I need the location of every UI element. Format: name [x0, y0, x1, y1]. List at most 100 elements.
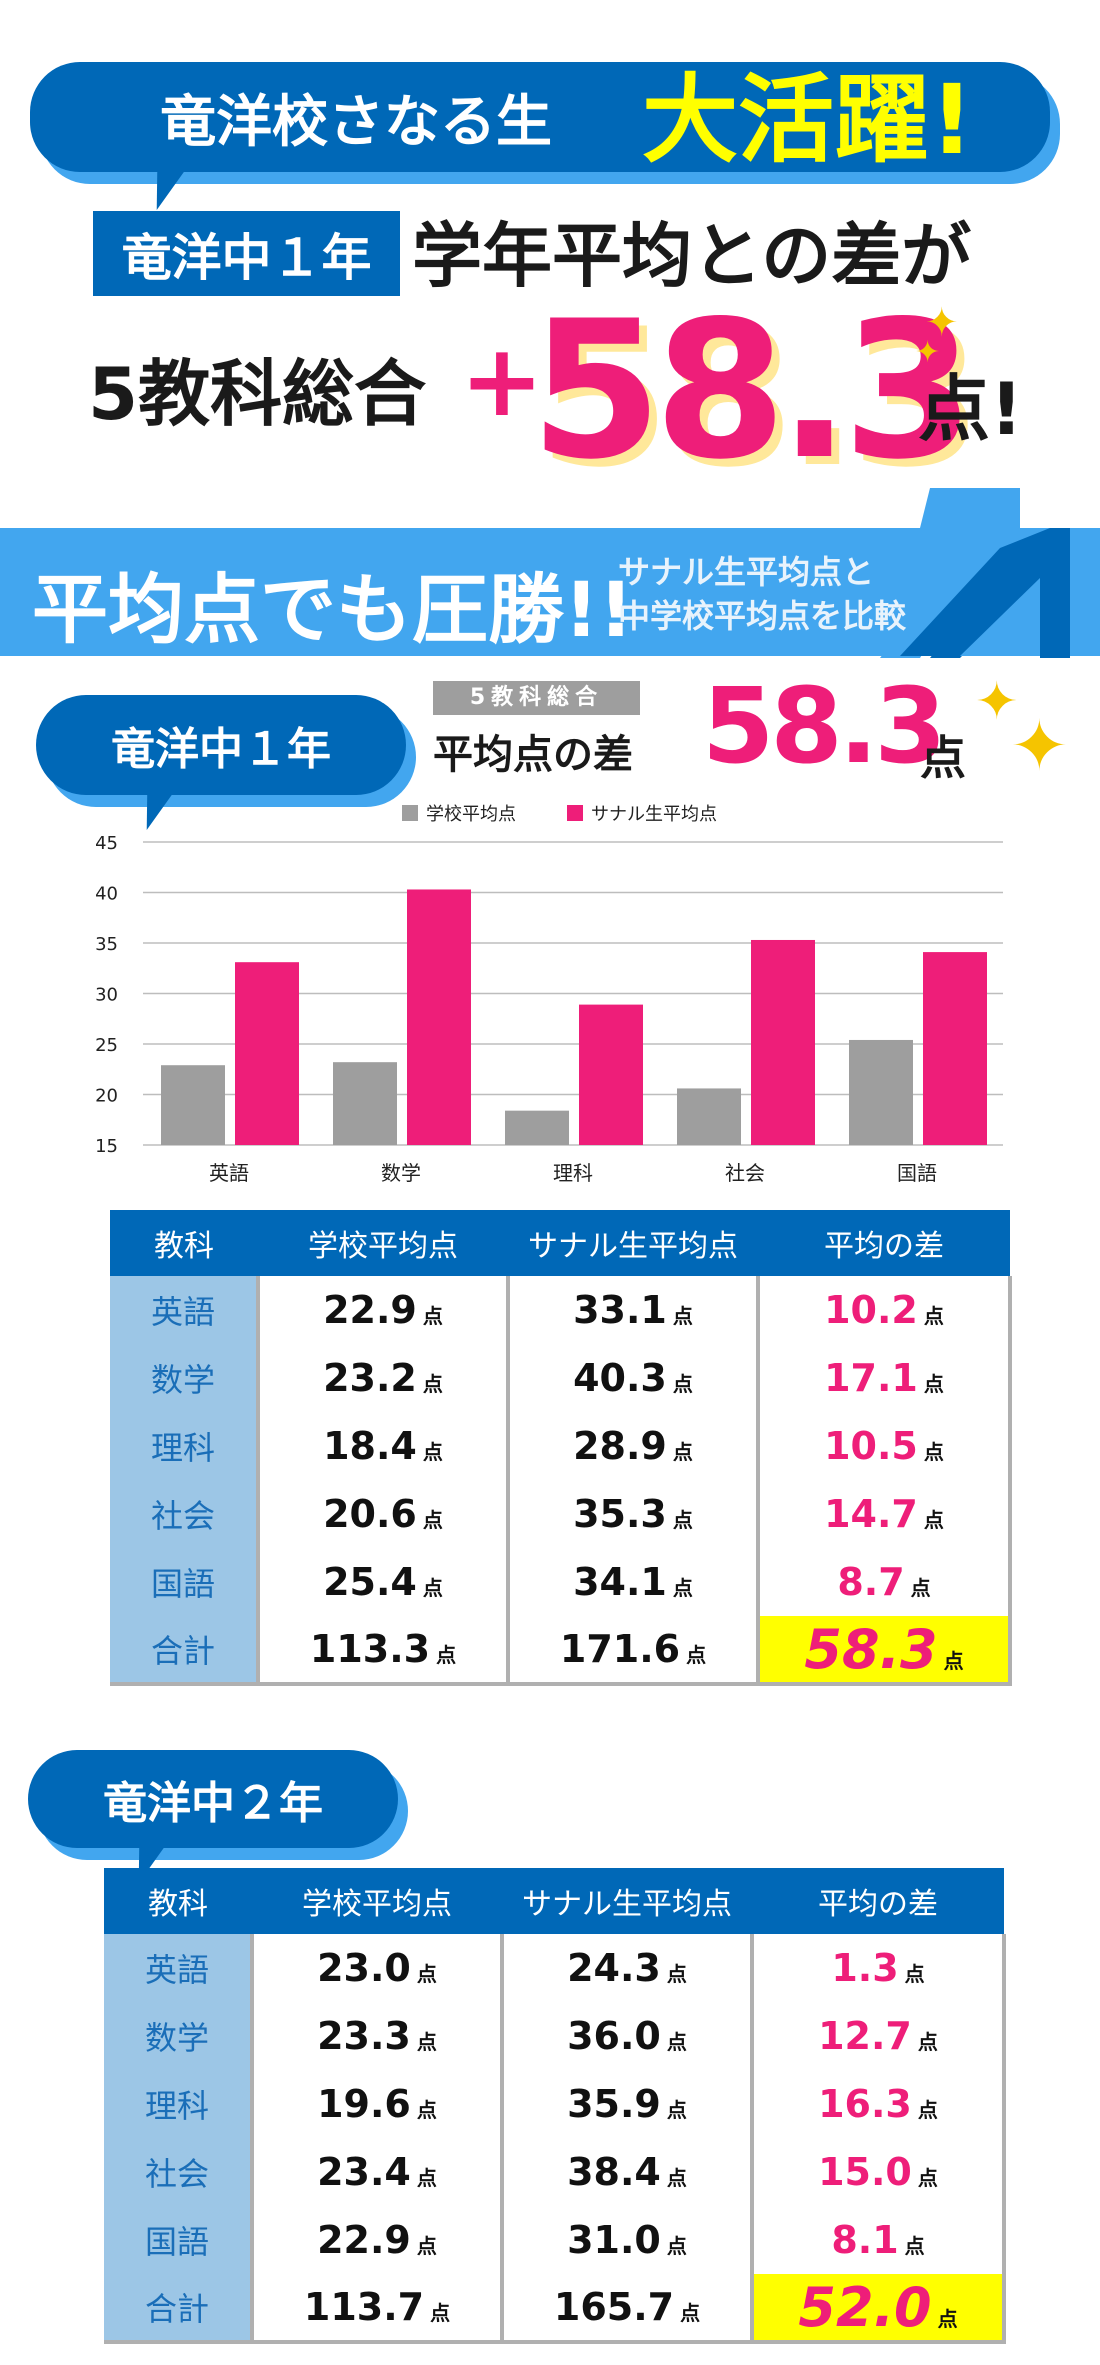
value: 33.1 — [573, 1288, 667, 1332]
value: 16.3 — [818, 2082, 912, 2126]
unit: 点 — [923, 1304, 944, 1328]
table-row: 社会 20.6 点 35.3 点 14.7 点 — [110, 1480, 1012, 1548]
table-row: 国語 25.4 点 34.1 点 8.7 点 — [110, 1548, 1012, 1616]
unit: 点 — [937, 2306, 958, 2331]
subject-cell: 合計 — [110, 1616, 258, 1686]
band-subtitle: サナル生平均点と 中学校平均点を比較 — [618, 550, 906, 638]
column-header: サナル生平均点 — [508, 1210, 758, 1276]
value: 25.4 — [323, 1560, 417, 1604]
table-row: 数学 23.3 点 36.0 点 12.7 点 — [104, 2002, 1006, 2070]
diff-cell: 58.3 点 — [756, 1616, 1012, 1686]
band-sub2: 中学校平均点を比較 — [618, 597, 907, 635]
bar-school — [505, 1110, 569, 1145]
diff-cell: 1.3 点 — [750, 1934, 1006, 2002]
unit: 点 — [904, 2234, 925, 2258]
value: 40.3 — [573, 1356, 667, 1400]
value: 31.0 — [567, 2218, 661, 2262]
subject-total-label: 5教科総合 — [88, 352, 427, 436]
value: 15.0 — [818, 2150, 912, 2194]
y-tick-label: 45 — [95, 833, 118, 854]
column-header: 学校平均点 — [252, 1868, 502, 1934]
value: 14.7 — [824, 1492, 918, 1536]
unit: 点 — [666, 2166, 687, 2190]
school-avg-cell: 113.7 点 — [250, 2274, 504, 2344]
unit: 点 — [416, 1962, 437, 1986]
headline-unit: 点! — [918, 367, 1023, 451]
value: 28.9 — [573, 1424, 667, 1468]
value: 8.7 — [837, 1560, 905, 1604]
value: 22.9 — [323, 1288, 417, 1332]
subject-cell: 数学 — [110, 1344, 258, 1412]
school-avg-cell: 22.9 点 — [250, 2206, 504, 2274]
sanaru-avg-cell: 165.7 点 — [500, 2274, 754, 2344]
diff-cell: 16.3 点 — [750, 2070, 1006, 2138]
unit: 点 — [680, 2301, 701, 2325]
x-tick-label: 社会 — [725, 1161, 765, 1185]
plus-sign: + — [460, 322, 544, 439]
value: 12.7 — [818, 2014, 912, 2058]
subject-cell: 合計 — [104, 2274, 252, 2344]
hero-banner: 竜洋校さなる生 大活躍! — [30, 62, 1050, 178]
sanaru-avg-cell: 31.0 点 — [500, 2206, 754, 2274]
sparkle-icon: ✦ — [915, 335, 941, 370]
subject-cell: 社会 — [110, 1480, 258, 1548]
value: 58.3 — [804, 1617, 938, 1681]
unit: 点 — [923, 1440, 944, 1464]
y-tick-label: 40 — [95, 884, 118, 905]
unit: 点 — [422, 1372, 443, 1396]
unit: 点 — [923, 1508, 944, 1532]
diff-cell: 17.1 点 — [756, 1344, 1012, 1412]
value: 8.1 — [831, 2218, 899, 2262]
value: 52.0 — [798, 2275, 932, 2339]
subject-cell: 理科 — [104, 2070, 252, 2138]
value: 19.6 — [317, 2082, 411, 2126]
sanaru-avg-cell: 38.4 点 — [500, 2138, 754, 2206]
unit: 点 — [422, 1304, 443, 1328]
column-header: サナル生平均点 — [502, 1868, 752, 1934]
headline-value: 58.3 — [530, 280, 975, 501]
value: 24.3 — [567, 1946, 661, 1990]
sanaru-avg-cell: 33.1 点 — [506, 1276, 760, 1344]
unit: 点 — [672, 1576, 693, 1600]
table-row: 数学 23.2 点 40.3 点 17.1 点 — [110, 1344, 1012, 1412]
column-header: 教科 — [104, 1868, 252, 1934]
unit: 点 — [422, 1508, 443, 1532]
diff-cell: 14.7 点 — [756, 1480, 1012, 1548]
bubble-tail — [142, 170, 186, 210]
value: 165.7 — [553, 2285, 675, 2329]
unit: 点 — [416, 2234, 437, 2258]
sanaru-avg-cell: 35.3 点 — [506, 1480, 760, 1548]
table-row: 社会 23.4 点 38.4 点 15.0 点 — [104, 2138, 1006, 2206]
legend-swatch — [567, 805, 583, 821]
column-header: 平均の差 — [758, 1210, 1010, 1276]
unit: 点 — [666, 2030, 687, 2054]
y-tick-label: 35 — [95, 934, 118, 955]
column-header: 平均の差 — [752, 1868, 1004, 1934]
value: 113.7 — [303, 2285, 425, 2329]
value: 113.3 — [309, 1627, 431, 1671]
section1-value: 58.3 — [702, 665, 947, 787]
subject-cell: 英語 — [110, 1276, 258, 1344]
value: 23.3 — [317, 2014, 411, 2058]
value: 23.0 — [317, 1946, 411, 1990]
sanaru-avg-cell: 171.6 点 — [506, 1616, 760, 1686]
unit: 点 — [917, 2166, 938, 2190]
diff-cell: 15.0 点 — [750, 2138, 1006, 2206]
unit: 点 — [422, 1576, 443, 1600]
table-row: 国語 22.9 点 31.0 点 8.1 点 — [104, 2206, 1006, 2274]
subject-cell: 数学 — [104, 2002, 252, 2070]
table-row: 英語 23.0 点 24.3 点 1.3 点 — [104, 1934, 1006, 2002]
unit: 点 — [672, 1508, 693, 1532]
diff-cell: 8.1 点 — [750, 2206, 1006, 2274]
value: 35.3 — [573, 1492, 667, 1536]
subject-cell: 英語 — [104, 1934, 252, 2002]
unit: 点 — [422, 1440, 443, 1464]
sanaru-avg-cell: 35.9 点 — [500, 2070, 754, 2138]
bar-sanaru — [923, 952, 987, 1145]
bar-sanaru — [579, 1004, 643, 1145]
school-avg-cell: 23.4 点 — [250, 2138, 504, 2206]
school-avg-cell: 23.3 点 — [250, 2002, 504, 2070]
x-tick-label: 数学 — [381, 1161, 421, 1185]
unit: 点 — [666, 2234, 687, 2258]
sanaru-avg-cell: 40.3 点 — [506, 1344, 760, 1412]
